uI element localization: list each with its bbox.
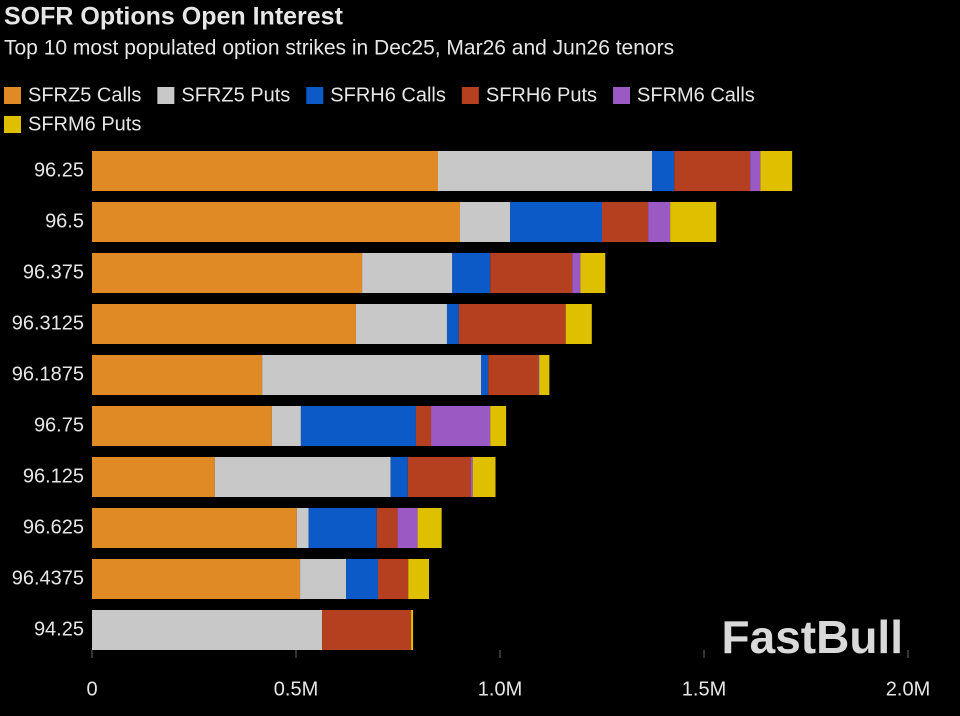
bar-segment [346, 559, 379, 599]
bar-segment [92, 406, 272, 446]
bar-segment [415, 406, 432, 446]
y-tick-label: 96.3125 [12, 312, 84, 334]
bar-segment [572, 253, 581, 293]
legend-swatch [157, 87, 175, 104]
bar-segment [92, 457, 215, 497]
bar-segment [481, 355, 489, 395]
y-tick-label: 96.1875 [12, 363, 84, 385]
bar-segment [472, 457, 496, 497]
chart-title: SOFR Options Open Interest [4, 3, 344, 31]
bar-segment [490, 253, 573, 293]
bar-segment [539, 355, 550, 395]
legend-swatch [613, 87, 631, 104]
y-tick-label: 96.4375 [12, 567, 84, 589]
bar-segment [92, 559, 301, 599]
x-tick-label: 1.0M [478, 678, 522, 700]
bar-segment [470, 457, 473, 497]
bar-segment [355, 304, 447, 344]
bar-segment [408, 559, 430, 599]
bar-segment [411, 610, 414, 650]
legend-label: SFRZ5 Calls [28, 84, 141, 106]
legend-label: SFRM6 Puts [28, 113, 141, 135]
legend-label: SFRH6 Calls [330, 84, 446, 106]
bar-segment [296, 508, 309, 548]
y-tick-label: 96.375 [23, 261, 84, 283]
y-tick-label: 94.25 [34, 618, 84, 640]
legend-swatch [4, 87, 21, 104]
bar-segment [92, 151, 438, 191]
bar-segment [300, 559, 347, 599]
bar-segment [437, 151, 653, 191]
bar-segment [760, 151, 793, 191]
bar-segment [750, 151, 761, 191]
bar-segment [452, 253, 491, 293]
chart-subtitle: Top 10 most populated option strikes in … [4, 37, 674, 60]
bar-segment [390, 457, 408, 497]
bar-segment [92, 508, 297, 548]
bar-segment [670, 202, 717, 242]
bar-segment [580, 253, 606, 293]
bar-segment [431, 406, 491, 446]
bar-segment [565, 304, 592, 344]
bar-segment [648, 202, 671, 242]
y-tick-label: 96.25 [34, 159, 84, 181]
legend-swatch [4, 116, 21, 133]
y-tick-label: 96.125 [23, 465, 84, 487]
legend-swatch [461, 87, 479, 104]
bar-segment [92, 304, 356, 344]
bar-segment [510, 202, 602, 242]
legend-label: SFRZ5 Puts [181, 84, 290, 106]
bar-segment [92, 355, 263, 395]
x-tick-label: 2.0M [886, 678, 930, 700]
bar-segment [488, 355, 539, 395]
x-tick-label: 0.5M [274, 678, 318, 700]
bar-segment [674, 151, 751, 191]
bar-segment [378, 559, 409, 599]
legend-swatch [306, 87, 324, 104]
bar-segment [92, 253, 363, 293]
bar-segment [300, 406, 416, 446]
x-tick-label: 1.5M [682, 678, 726, 700]
bar-segment [490, 406, 507, 446]
bar-segment [458, 304, 566, 344]
bar-segment [322, 610, 412, 650]
bar-segment [308, 508, 377, 548]
bar-segment [214, 457, 391, 497]
bar-segment [417, 508, 442, 548]
y-tick-label: 96.75 [34, 414, 84, 436]
legend-label: SFRH6 Puts [486, 84, 597, 106]
bar-segment [407, 457, 471, 497]
y-tick-label: 96.5 [45, 210, 84, 232]
watermark: FastBull [722, 611, 903, 663]
bar-segment [92, 610, 323, 650]
x-tick-label: 0 [86, 678, 97, 700]
bar-segment [271, 406, 301, 446]
y-tick-label: 96.625 [23, 516, 84, 538]
bar-segment [460, 202, 511, 242]
bar-segment [397, 508, 418, 548]
bar-segment [602, 202, 649, 242]
bar-segment [652, 151, 675, 191]
bar-segment [446, 304, 459, 344]
bar-segment [362, 253, 453, 293]
legend-label: SFRM6 Calls [637, 84, 755, 106]
bar-segment [262, 355, 482, 395]
bar-segment [92, 202, 461, 242]
bar-segment [376, 508, 398, 548]
bar-segment [538, 355, 540, 395]
